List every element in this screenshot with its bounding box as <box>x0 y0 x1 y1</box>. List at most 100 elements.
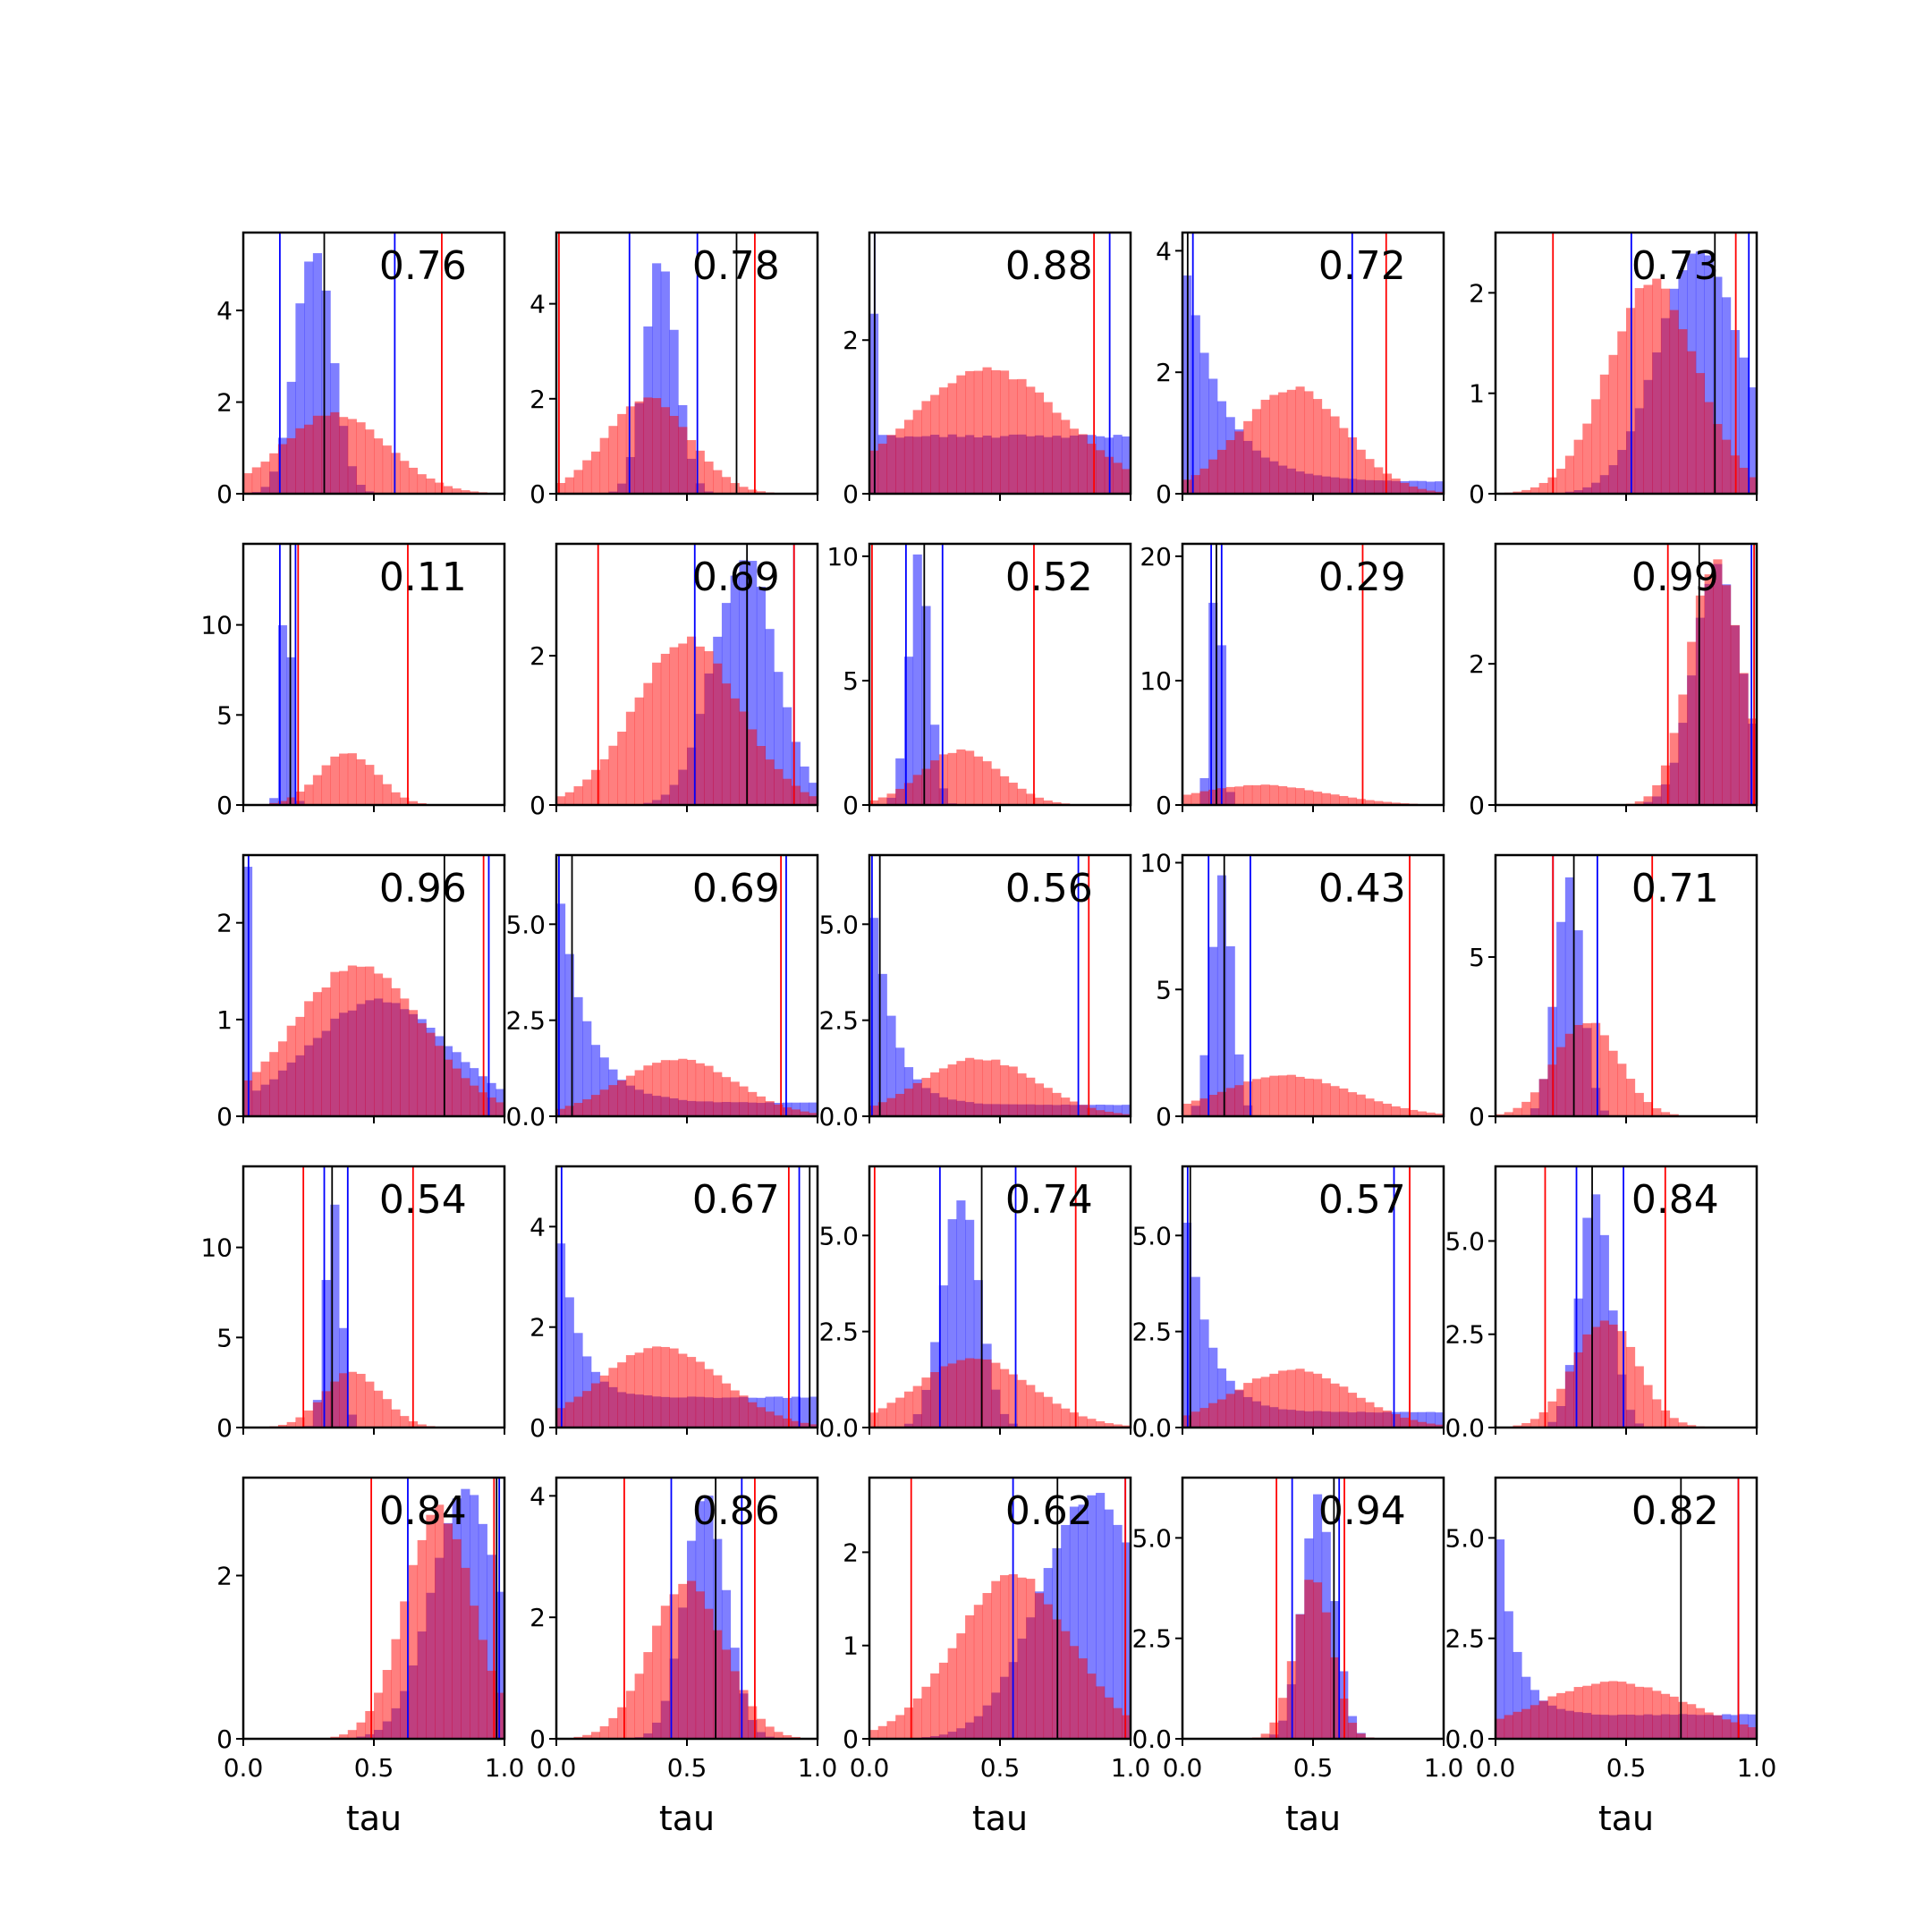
red-bar <box>1113 1707 1123 1739</box>
blue-histogram <box>1191 875 1253 1116</box>
red-histogram <box>243 965 505 1116</box>
red-bar <box>382 445 392 494</box>
blue-bar <box>1748 387 1758 494</box>
red-bar <box>1251 1378 1261 1428</box>
red-bar <box>687 1580 697 1739</box>
red-bar <box>1643 796 1653 805</box>
red-bar <box>1695 595 1705 805</box>
red-bar <box>1695 373 1705 494</box>
red-bar <box>721 1077 732 1116</box>
red-bar <box>382 1399 392 1428</box>
red-bar <box>1634 1366 1644 1428</box>
red-bar <box>748 1402 758 1428</box>
red-bar <box>1521 1423 1531 1428</box>
panel-1-2: 0 2 4 0.78 <box>530 231 819 509</box>
blue-bar <box>791 1396 801 1428</box>
red-bar <box>869 1730 879 1739</box>
red-bar <box>452 1068 462 1116</box>
red-bar <box>695 646 705 805</box>
panel-3-4: 0 5 10 0.43 <box>1140 849 1445 1131</box>
y-tick-label: 2.5 <box>1131 1624 1172 1654</box>
blue-bar <box>1426 1411 1436 1428</box>
red-bar <box>1521 489 1531 494</box>
red-bar <box>1069 428 1079 494</box>
blue-bar <box>730 575 740 805</box>
y-tick-label: 2.5 <box>1131 1318 1172 1347</box>
red-bar <box>634 1070 644 1116</box>
red-bar <box>487 1670 496 1739</box>
red-histogram <box>869 1358 1131 1428</box>
red-bar <box>938 387 948 494</box>
y-tick-label: 5.0 <box>1131 1523 1172 1553</box>
red-bar <box>564 477 574 494</box>
red-bar <box>347 753 357 805</box>
red-bar <box>1313 399 1323 494</box>
red-bar <box>1374 1101 1384 1116</box>
red-bar <box>1225 440 1235 494</box>
red-bar <box>1251 409 1261 494</box>
red-bar <box>356 1722 366 1739</box>
y-tick-label: 0 <box>216 791 233 820</box>
red-bar <box>1347 797 1358 805</box>
red-bar <box>991 1580 1001 1739</box>
panel-2-1: 0 5 10 0.11 <box>200 542 506 820</box>
red-bar <box>573 470 583 494</box>
panel-value-label: 0.54 <box>379 1177 467 1223</box>
y-tick-label: 2.5 <box>1445 1624 1485 1654</box>
red-bar <box>1417 1111 1427 1116</box>
red-bar <box>1269 784 1279 805</box>
red-bar <box>1391 1414 1401 1428</box>
red-bar <box>556 1108 566 1116</box>
red-bar <box>260 1061 270 1116</box>
red-bar <box>1278 392 1288 494</box>
red-bar <box>938 1662 948 1739</box>
red-bar <box>1269 1722 1279 1739</box>
red-bar <box>1295 1368 1305 1428</box>
red-bar <box>982 1593 992 1739</box>
red-bar <box>1122 1715 1131 1739</box>
red-bar <box>461 490 470 494</box>
red-bar <box>277 801 288 805</box>
blue-bar <box>1695 251 1705 494</box>
red-bar <box>895 788 905 805</box>
red-bar <box>356 422 366 494</box>
y-tick-label: 0.0 <box>505 1102 546 1131</box>
red-bar <box>1234 786 1244 805</box>
red-bar <box>1096 450 1106 494</box>
red-bar <box>374 1390 384 1428</box>
red-bar <box>1034 1593 1045 1739</box>
blue-bar <box>1069 1506 1079 1739</box>
red-bar <box>660 1346 670 1428</box>
blue-bar <box>1199 1319 1209 1428</box>
red-bar <box>330 971 340 1116</box>
red-bar <box>1260 784 1270 805</box>
red-bar <box>1564 1033 1574 1116</box>
red-bar <box>660 1060 670 1116</box>
red-bar <box>1199 791 1209 805</box>
panel-value-label: 0.82 <box>1631 1488 1719 1534</box>
blue-bar <box>1096 1493 1106 1739</box>
red-bar <box>1713 1715 1723 1739</box>
red-bar <box>973 1359 983 1428</box>
red-bar <box>1052 1403 1062 1428</box>
red-bar <box>243 473 253 494</box>
red-bar <box>1026 1077 1036 1116</box>
red-bar <box>991 369 1001 494</box>
red-bar <box>1417 488 1427 494</box>
blue-bar <box>304 261 314 494</box>
red-bar <box>1216 449 1227 494</box>
panel-value-label: 0.99 <box>1631 555 1719 600</box>
red-bar <box>1669 733 1679 805</box>
red-bar <box>1295 386 1305 494</box>
red-bar <box>695 1591 705 1739</box>
red-bar <box>400 998 410 1116</box>
red-bar <box>783 1107 792 1116</box>
red-bar <box>1556 469 1566 494</box>
red-bar <box>295 792 305 805</box>
red-bar <box>1591 1022 1601 1116</box>
red-bar <box>930 1673 940 1739</box>
red-bar <box>251 467 261 494</box>
red-bar <box>877 1725 887 1739</box>
red-bar <box>1564 455 1574 494</box>
